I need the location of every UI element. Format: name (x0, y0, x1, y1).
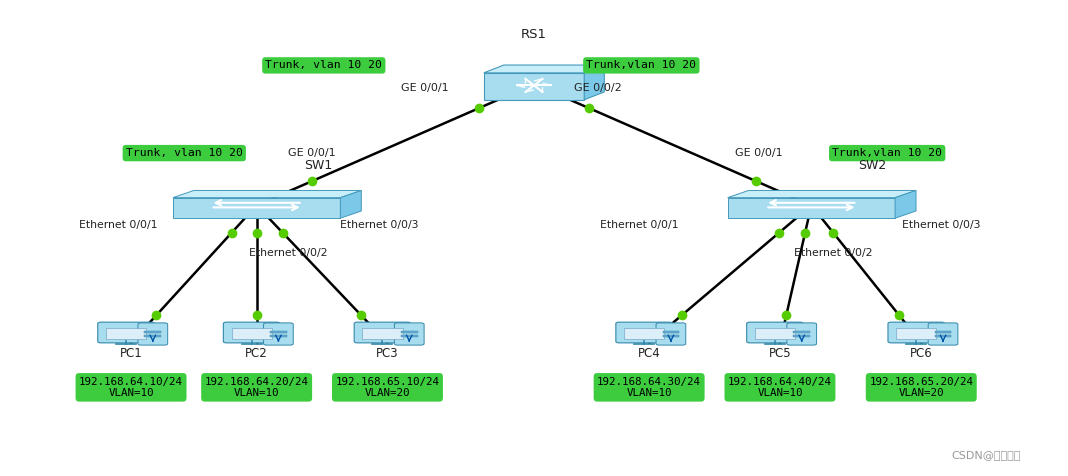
Text: Ethernet 0/0/2: Ethernet 0/0/2 (794, 248, 873, 258)
Text: 192.168.64.10/24
VLAN=10: 192.168.64.10/24 VLAN=10 (79, 377, 183, 398)
FancyBboxPatch shape (747, 322, 803, 343)
FancyBboxPatch shape (755, 327, 795, 339)
FancyBboxPatch shape (400, 331, 418, 333)
FancyBboxPatch shape (616, 322, 673, 343)
Text: 192.168.65.10/24
VLAN=20: 192.168.65.10/24 VLAN=20 (335, 377, 439, 398)
Text: Ethernet 0/0/3: Ethernet 0/0/3 (341, 220, 419, 230)
FancyBboxPatch shape (362, 327, 403, 339)
Text: SW2: SW2 (859, 159, 886, 172)
Text: SW1: SW1 (303, 159, 332, 172)
FancyBboxPatch shape (662, 335, 679, 337)
Polygon shape (341, 190, 361, 218)
Text: GE 0/0/1: GE 0/0/1 (288, 148, 335, 158)
FancyBboxPatch shape (888, 322, 944, 343)
Text: PC4: PC4 (638, 347, 660, 360)
Text: PC6: PC6 (910, 347, 932, 360)
Polygon shape (484, 73, 584, 100)
FancyBboxPatch shape (794, 331, 811, 333)
FancyBboxPatch shape (144, 331, 161, 333)
Polygon shape (727, 198, 895, 218)
Polygon shape (727, 190, 916, 198)
Text: 192.168.64.40/24
VLAN=10: 192.168.64.40/24 VLAN=10 (728, 377, 832, 398)
FancyBboxPatch shape (787, 323, 817, 345)
Text: 192.168.65.20/24
VLAN=20: 192.168.65.20/24 VLAN=20 (869, 377, 973, 398)
FancyBboxPatch shape (98, 322, 154, 343)
FancyBboxPatch shape (355, 322, 411, 343)
FancyBboxPatch shape (270, 331, 287, 333)
FancyBboxPatch shape (270, 335, 287, 337)
Polygon shape (584, 65, 604, 100)
FancyBboxPatch shape (656, 323, 686, 345)
Text: Trunk,vlan 10 20: Trunk,vlan 10 20 (586, 60, 696, 70)
FancyBboxPatch shape (934, 331, 952, 333)
Text: Ethernet 0/0/3: Ethernet 0/0/3 (902, 220, 980, 230)
Text: 192.168.64.30/24
VLAN=10: 192.168.64.30/24 VLAN=10 (597, 377, 701, 398)
Text: GE 0/0/1: GE 0/0/1 (736, 148, 783, 158)
FancyBboxPatch shape (138, 323, 168, 345)
FancyBboxPatch shape (400, 335, 418, 337)
Text: PC1: PC1 (120, 347, 142, 360)
Polygon shape (173, 190, 361, 198)
FancyBboxPatch shape (896, 327, 937, 339)
Polygon shape (173, 198, 341, 218)
Text: Ethernet 0/0/2: Ethernet 0/0/2 (249, 248, 328, 258)
Text: PC5: PC5 (769, 347, 791, 360)
FancyBboxPatch shape (928, 323, 958, 345)
Text: CSDN@网运少年: CSDN@网运少年 (952, 449, 1021, 460)
Text: Trunk, vlan 10 20: Trunk, vlan 10 20 (126, 148, 242, 158)
Text: GE 0/0/1: GE 0/0/1 (400, 83, 449, 93)
FancyBboxPatch shape (624, 327, 664, 339)
FancyBboxPatch shape (106, 327, 146, 339)
FancyBboxPatch shape (934, 335, 952, 337)
FancyBboxPatch shape (144, 335, 161, 337)
Text: Ethernet 0/0/1: Ethernet 0/0/1 (600, 220, 678, 230)
Text: 192.168.64.20/24
VLAN=10: 192.168.64.20/24 VLAN=10 (205, 377, 309, 398)
FancyBboxPatch shape (232, 327, 271, 339)
FancyBboxPatch shape (394, 323, 424, 345)
Text: PC2: PC2 (246, 347, 268, 360)
Polygon shape (895, 190, 916, 218)
Text: PC3: PC3 (376, 347, 398, 360)
Text: Ethernet 0/0/1: Ethernet 0/0/1 (79, 220, 157, 230)
FancyBboxPatch shape (662, 331, 679, 333)
Text: RS1: RS1 (521, 28, 547, 41)
Text: GE 0/0/2: GE 0/0/2 (574, 83, 622, 93)
FancyBboxPatch shape (794, 335, 811, 337)
Text: Trunk, vlan 10 20: Trunk, vlan 10 20 (265, 60, 382, 70)
FancyBboxPatch shape (264, 323, 294, 345)
Polygon shape (484, 65, 604, 73)
Text: Trunk,vlan 10 20: Trunk,vlan 10 20 (832, 148, 942, 158)
FancyBboxPatch shape (223, 322, 280, 343)
